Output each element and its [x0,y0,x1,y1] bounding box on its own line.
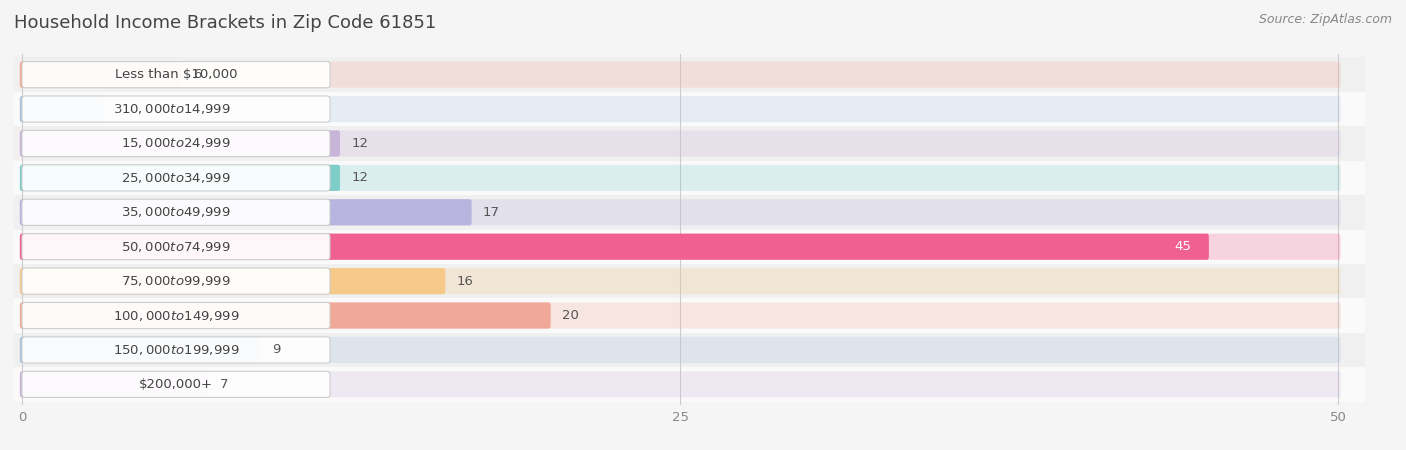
Text: $15,000 to $24,999: $15,000 to $24,999 [121,136,231,150]
FancyBboxPatch shape [20,268,1340,294]
FancyBboxPatch shape [22,371,330,397]
Text: Less than $10,000: Less than $10,000 [115,68,238,81]
FancyBboxPatch shape [20,199,471,225]
FancyBboxPatch shape [20,165,1340,191]
Text: Source: ZipAtlas.com: Source: ZipAtlas.com [1258,14,1392,27]
Text: 6: 6 [193,68,201,81]
FancyBboxPatch shape [22,130,330,157]
FancyBboxPatch shape [20,302,551,328]
FancyBboxPatch shape [20,371,208,397]
FancyBboxPatch shape [22,234,330,260]
Text: 20: 20 [561,309,579,322]
Text: 3: 3 [114,103,122,116]
Text: 17: 17 [482,206,499,219]
FancyBboxPatch shape [20,62,1340,88]
Text: 45: 45 [1174,240,1191,253]
FancyBboxPatch shape [20,96,1340,122]
Text: 12: 12 [352,137,368,150]
FancyBboxPatch shape [22,337,330,363]
Text: Household Income Brackets in Zip Code 61851: Household Income Brackets in Zip Code 61… [14,14,436,32]
FancyBboxPatch shape [0,298,1365,333]
FancyBboxPatch shape [20,96,103,122]
FancyBboxPatch shape [0,126,1365,161]
FancyBboxPatch shape [20,337,1340,363]
FancyBboxPatch shape [0,161,1365,195]
Text: 16: 16 [457,274,474,288]
FancyBboxPatch shape [0,367,1365,401]
FancyBboxPatch shape [20,234,1340,260]
Text: $35,000 to $49,999: $35,000 to $49,999 [121,205,231,219]
Text: $75,000 to $99,999: $75,000 to $99,999 [121,274,231,288]
FancyBboxPatch shape [0,230,1365,264]
FancyBboxPatch shape [0,58,1365,92]
FancyBboxPatch shape [20,165,340,191]
FancyBboxPatch shape [20,302,1340,328]
FancyBboxPatch shape [20,62,181,88]
FancyBboxPatch shape [22,199,330,225]
FancyBboxPatch shape [20,337,262,363]
FancyBboxPatch shape [20,130,340,157]
FancyBboxPatch shape [0,195,1365,230]
FancyBboxPatch shape [20,199,1340,225]
FancyBboxPatch shape [0,333,1365,367]
Text: 12: 12 [352,171,368,184]
FancyBboxPatch shape [20,130,1340,157]
FancyBboxPatch shape [20,371,1340,397]
Text: 9: 9 [273,343,280,356]
FancyBboxPatch shape [22,96,330,122]
Text: $25,000 to $34,999: $25,000 to $34,999 [121,171,231,185]
FancyBboxPatch shape [22,302,330,328]
Text: $50,000 to $74,999: $50,000 to $74,999 [121,240,231,254]
FancyBboxPatch shape [20,234,1209,260]
FancyBboxPatch shape [22,165,330,191]
Text: 7: 7 [219,378,228,391]
Text: $150,000 to $199,999: $150,000 to $199,999 [112,343,239,357]
FancyBboxPatch shape [20,268,446,294]
FancyBboxPatch shape [22,62,330,88]
Text: $100,000 to $149,999: $100,000 to $149,999 [112,309,239,323]
Text: $10,000 to $14,999: $10,000 to $14,999 [121,102,231,116]
Text: $200,000+: $200,000+ [139,378,212,391]
FancyBboxPatch shape [22,268,330,294]
FancyBboxPatch shape [0,264,1365,298]
FancyBboxPatch shape [0,92,1365,126]
